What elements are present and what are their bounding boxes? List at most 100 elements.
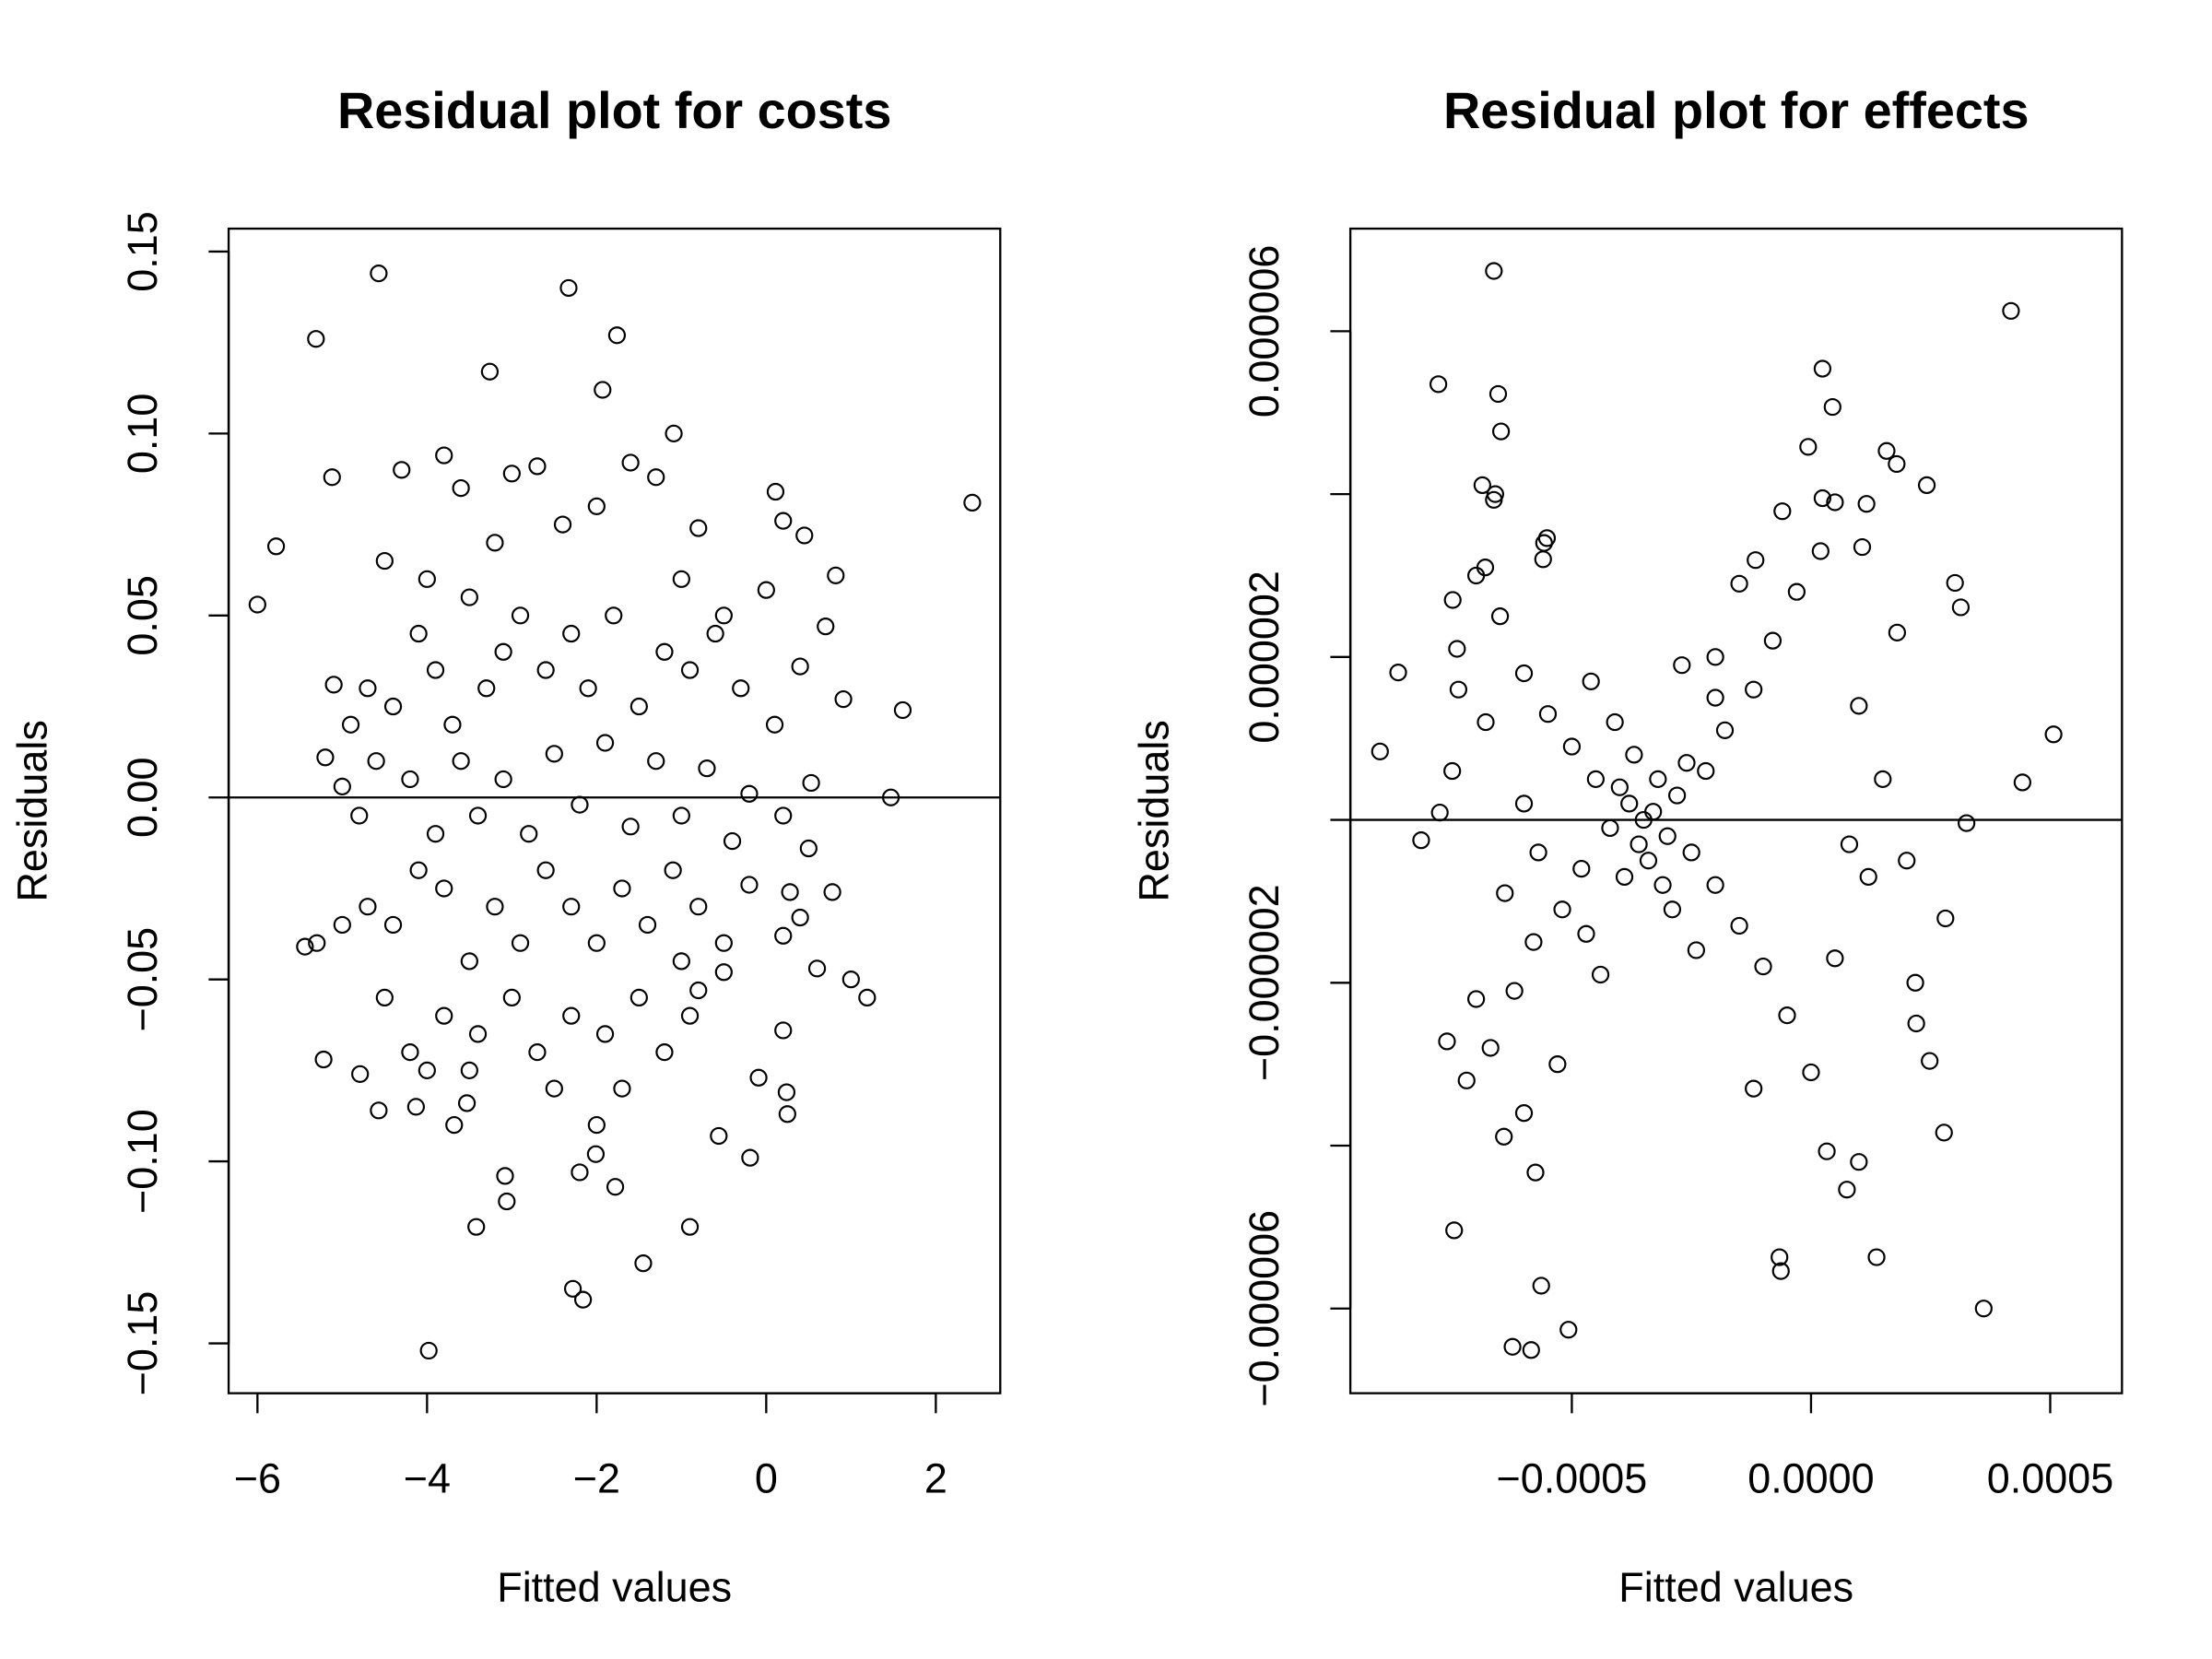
point bbox=[841, 971, 860, 989]
x-axis-label: Fitted values bbox=[1618, 1563, 1853, 1610]
point bbox=[324, 676, 343, 694]
point bbox=[1485, 262, 1503, 280]
point bbox=[655, 642, 674, 661]
point bbox=[1730, 574, 1748, 593]
point bbox=[714, 934, 733, 952]
point bbox=[545, 1079, 563, 1098]
point bbox=[1917, 476, 1936, 495]
point bbox=[1606, 712, 1624, 732]
point bbox=[1582, 672, 1600, 690]
point bbox=[1921, 1052, 1939, 1070]
point bbox=[1771, 1262, 1790, 1280]
point bbox=[665, 424, 683, 442]
point bbox=[1778, 1006, 1796, 1025]
point bbox=[1838, 1181, 1856, 1199]
point bbox=[1526, 1163, 1545, 1182]
point bbox=[672, 570, 690, 588]
point bbox=[1730, 916, 1748, 935]
point bbox=[1715, 721, 1735, 739]
point bbox=[1630, 835, 1648, 853]
point bbox=[1857, 495, 1876, 513]
point bbox=[680, 1218, 700, 1236]
point bbox=[587, 497, 606, 515]
point bbox=[1773, 502, 1792, 521]
point bbox=[494, 642, 512, 661]
point bbox=[1514, 664, 1534, 683]
y-tick-label: 0.00 bbox=[119, 757, 166, 838]
point bbox=[586, 1145, 606, 1163]
point bbox=[1445, 1221, 1464, 1240]
point bbox=[1449, 680, 1468, 699]
point bbox=[445, 1116, 464, 1135]
x-tick-label: −6 bbox=[234, 1455, 281, 1502]
point bbox=[621, 453, 640, 472]
point bbox=[571, 1163, 589, 1182]
point bbox=[1653, 876, 1672, 894]
point bbox=[714, 963, 733, 982]
point bbox=[1840, 835, 1859, 853]
point bbox=[468, 806, 488, 825]
point bbox=[1935, 1124, 1953, 1142]
y-tick-label: −0.15 bbox=[119, 1291, 166, 1396]
point bbox=[1867, 1248, 1886, 1266]
y-tick-label: −0.10 bbox=[119, 1109, 166, 1214]
point bbox=[1853, 537, 1872, 557]
point bbox=[587, 934, 606, 952]
point bbox=[1514, 1104, 1534, 1123]
point bbox=[795, 526, 814, 545]
point bbox=[486, 898, 504, 916]
x-tick-label: 0.0005 bbox=[1987, 1455, 2114, 1502]
point bbox=[1946, 573, 1964, 593]
point bbox=[1532, 1277, 1550, 1295]
point bbox=[460, 1061, 478, 1079]
x-tick-label: 2 bbox=[924, 1455, 947, 1502]
plot-frame bbox=[227, 227, 1002, 1394]
point bbox=[562, 1006, 581, 1025]
point bbox=[1496, 884, 1514, 902]
point bbox=[1457, 1071, 1476, 1089]
point bbox=[1524, 933, 1543, 951]
point bbox=[799, 839, 818, 858]
point bbox=[1562, 737, 1582, 756]
y-tick-label: 0.000002 bbox=[1241, 571, 1288, 744]
point bbox=[1443, 591, 1462, 609]
point bbox=[418, 570, 436, 588]
point bbox=[1850, 697, 1868, 715]
point bbox=[791, 657, 809, 676]
point bbox=[383, 697, 403, 716]
point bbox=[1476, 559, 1495, 577]
point bbox=[858, 988, 877, 1007]
point bbox=[791, 908, 809, 927]
y-tick-label: 0.000006 bbox=[1241, 245, 1288, 418]
x-tick-label: −0.0005 bbox=[1497, 1455, 1648, 1502]
point bbox=[732, 679, 750, 698]
point bbox=[494, 770, 512, 789]
point bbox=[2002, 301, 2020, 320]
point bbox=[1535, 534, 1553, 552]
point bbox=[1747, 551, 1765, 570]
point bbox=[1658, 827, 1677, 845]
point bbox=[1974, 1300, 1993, 1318]
point bbox=[460, 588, 478, 606]
point bbox=[1548, 1055, 1567, 1074]
point bbox=[486, 534, 504, 552]
point bbox=[511, 606, 530, 625]
x-tick-label: 0.0000 bbox=[1747, 1455, 1875, 1502]
point bbox=[559, 278, 578, 298]
point bbox=[1888, 454, 1906, 474]
point bbox=[689, 519, 708, 537]
point bbox=[341, 715, 360, 734]
point bbox=[1813, 488, 1832, 508]
point bbox=[409, 624, 428, 643]
point bbox=[1438, 1032, 1456, 1051]
point bbox=[1389, 664, 1407, 682]
point bbox=[765, 715, 784, 734]
point bbox=[740, 784, 759, 803]
point bbox=[1687, 941, 1705, 959]
chart-title: Residual plot for effects bbox=[1443, 81, 2030, 139]
point bbox=[409, 861, 428, 879]
point bbox=[740, 876, 759, 894]
point bbox=[528, 457, 547, 476]
point bbox=[607, 326, 627, 345]
